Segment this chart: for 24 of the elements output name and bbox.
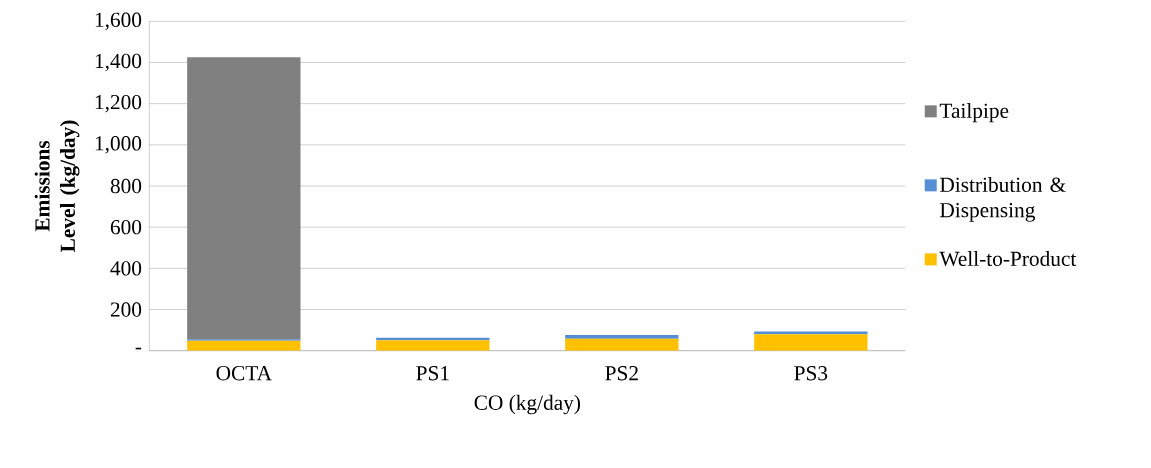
x-tick-label: PS3 (794, 366, 828, 381)
bar (565, 335, 679, 339)
y-tick-label: 1,600 (95, 12, 142, 31)
x-axis-title: CO (kg/day) (474, 394, 581, 415)
x-tick-label: PS2 (605, 366, 638, 381)
bar (565, 338, 679, 351)
y-tick-label: - (135, 347, 142, 350)
x-tick-label: OCTA (216, 366, 272, 381)
x-tick-label: PS1 (416, 366, 449, 381)
legend-label: Well-to-Product (939, 251, 1077, 267)
bar (187, 340, 301, 351)
bar (754, 334, 868, 351)
y-tick-label: 400 (110, 261, 142, 276)
y-tick-label: 1,000 (95, 136, 142, 154)
y-tick-label: 800 (110, 178, 142, 194)
legend-label: Tailpipe (939, 103, 1009, 123)
bar (376, 340, 490, 351)
y-axis-title: Emissions Level (kg/day) (34, 120, 80, 253)
y-tick-label: 200 (110, 302, 142, 317)
legend-label: Distribution & Dispensing (940, 177, 1066, 222)
y-tick-label: 1,400 (95, 53, 142, 72)
y-tick-label: 600 (110, 219, 142, 235)
y-tick-label: 1,200 (95, 94, 142, 113)
bar (187, 57, 301, 340)
